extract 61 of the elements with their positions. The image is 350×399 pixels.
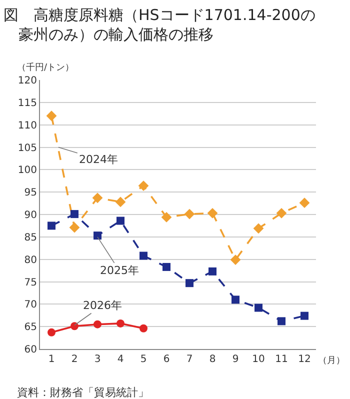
- x-tick-label: 7: [186, 354, 193, 365]
- x-tick-label: 1: [48, 354, 55, 365]
- point: [232, 296, 240, 304]
- point: [186, 279, 194, 288]
- x-tick-label: 9: [232, 354, 239, 365]
- point: [300, 312, 308, 320]
- x-tick-label: 3: [94, 354, 101, 365]
- point: [230, 254, 241, 265]
- point: [207, 208, 218, 218]
- x-tick-label: 5: [140, 354, 147, 365]
- point: [92, 192, 103, 204]
- point: [208, 267, 216, 276]
- point: [46, 110, 57, 122]
- chart-title: 図 高糖度原料糖（HSコード1701.14-200の豪州のみ）の輸入価格の推移: [4, 6, 316, 44]
- point: [69, 222, 80, 233]
- point: [253, 223, 264, 234]
- x-tick-label: 4: [117, 354, 124, 365]
- point: [140, 252, 148, 260]
- y-tick-label: 120: [18, 76, 37, 86]
- y-tick-label: 70: [24, 300, 37, 311]
- annotation: 2025年: [100, 264, 139, 277]
- y-tick-label: 85: [24, 232, 37, 244]
- point: [254, 304, 262, 312]
- point: [48, 222, 56, 230]
- point: [48, 328, 56, 336]
- point: [278, 317, 286, 326]
- point: [162, 262, 170, 271]
- x-tick-label: 10: [252, 354, 265, 365]
- point: [115, 196, 126, 208]
- y-tick-label: 80: [24, 254, 37, 266]
- annotation: 2024年: [79, 153, 118, 166]
- point: [276, 208, 287, 218]
- point: [161, 212, 172, 222]
- point: [184, 208, 195, 220]
- y-axis-title: （千円/トン）: [17, 62, 74, 73]
- y-tick-label: 90: [24, 210, 37, 221]
- x-tick-label: 6: [163, 354, 170, 365]
- point: [116, 216, 124, 225]
- y-tick-label: 100: [18, 165, 37, 176]
- text: 資料：財務省「貿易統計」: [17, 386, 149, 399]
- y-tick-label: 65: [24, 322, 37, 334]
- y-tick-label: 60: [24, 344, 37, 356]
- x-tick-label: 12: [298, 354, 311, 365]
- y-tick-label: 115: [18, 98, 37, 109]
- point: [70, 210, 78, 218]
- y-tick-label: 105: [18, 142, 37, 154]
- point: [299, 198, 310, 208]
- point: [140, 324, 148, 332]
- point: [70, 322, 78, 330]
- x-tick-label: 2: [71, 354, 78, 365]
- point: [94, 232, 102, 240]
- point: [116, 319, 124, 328]
- x-tick-label: 8: [209, 354, 216, 365]
- y-tick-label: 110: [18, 120, 37, 132]
- point: [138, 180, 149, 192]
- point: [94, 320, 102, 328]
- x-axis-title: （月）: [318, 356, 345, 366]
- x-tick-label: 11: [275, 354, 288, 365]
- annotation: 2026年: [83, 299, 122, 312]
- y-tick-label: 75: [24, 277, 37, 288]
- y-tick-label: 95: [24, 188, 37, 199]
